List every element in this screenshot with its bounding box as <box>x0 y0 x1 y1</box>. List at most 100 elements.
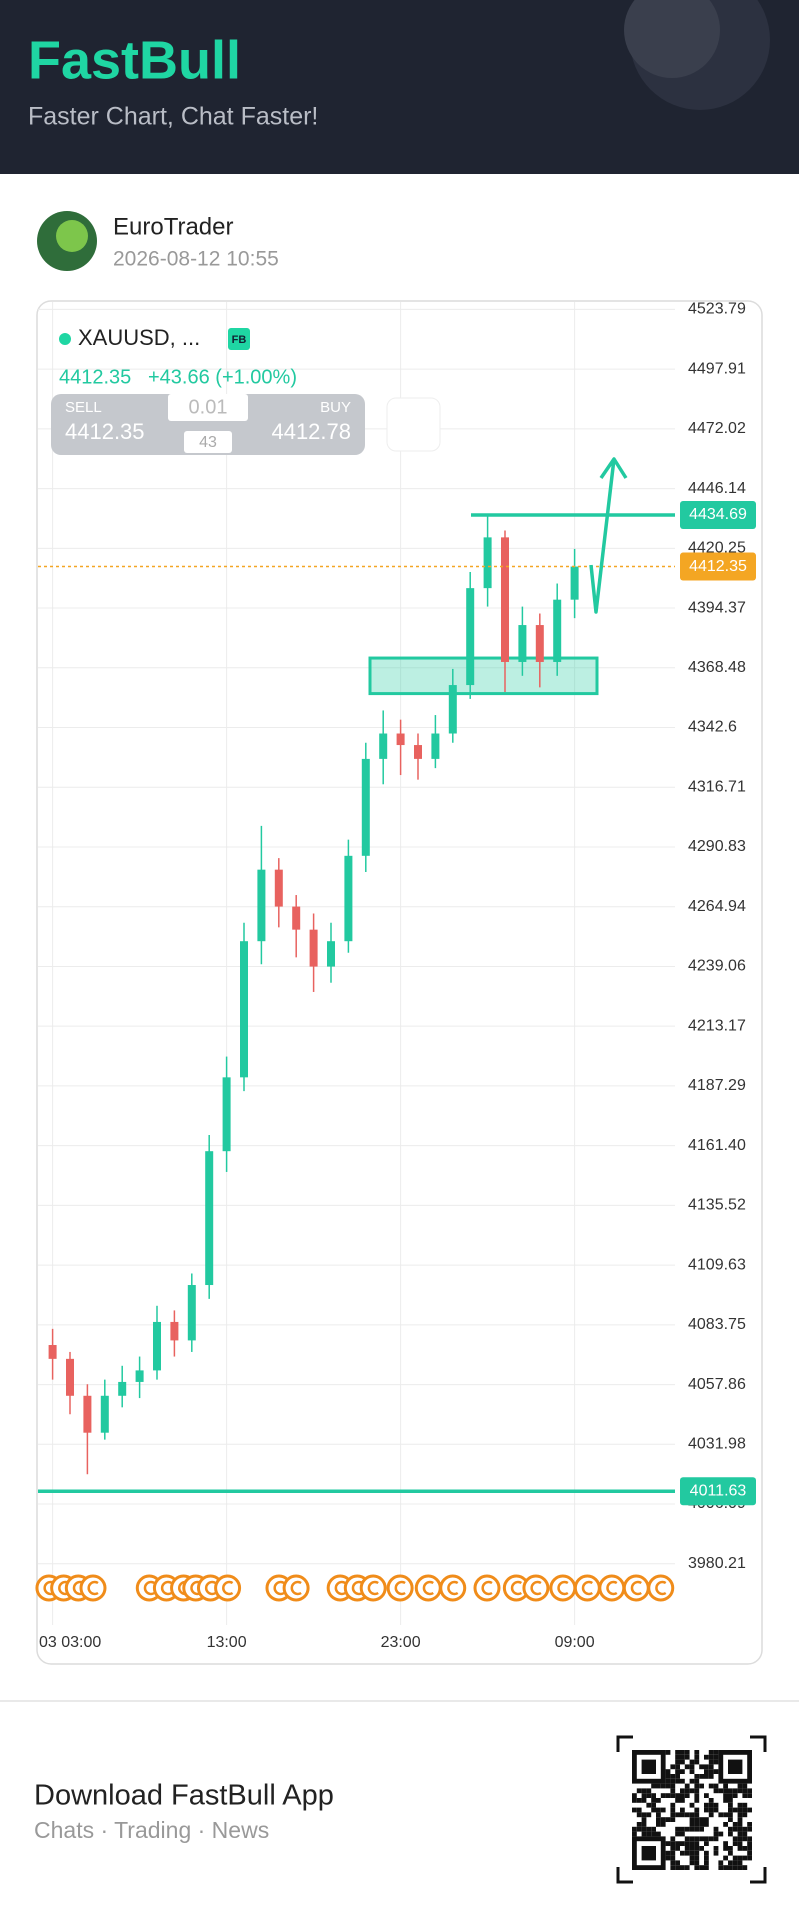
candle-body <box>379 733 388 759</box>
event-icon <box>386 1574 414 1602</box>
qr-cell <box>699 1783 704 1789</box>
qr-cell <box>728 1865 733 1870</box>
y-tick-label: 4368.48 <box>688 659 746 676</box>
event-icon <box>473 1574 501 1602</box>
qr-cell <box>737 1802 743 1808</box>
qr-cell <box>723 1855 728 1861</box>
app-title: FastBull <box>28 30 241 90</box>
qr-finder <box>632 1836 666 1871</box>
event-icon-mark <box>273 1580 285 1596</box>
qr-cell <box>704 1817 709 1822</box>
qr-cell <box>728 1788 733 1794</box>
qr-cell <box>694 1860 700 1866</box>
qr-cell <box>747 1793 752 1798</box>
qr-cell <box>747 1822 752 1827</box>
qr-cell <box>670 1855 676 1861</box>
qr-finder <box>728 1759 743 1774</box>
qr-cell <box>737 1807 743 1813</box>
qr-cell <box>675 1865 680 1870</box>
qr-cell <box>742 1793 748 1798</box>
qr-cell <box>670 1841 676 1846</box>
candle-body <box>153 1321 161 1371</box>
price-label-bg <box>680 1477 756 1506</box>
event-icon <box>439 1574 467 1602</box>
qr-cell <box>723 1798 728 1803</box>
x-tick-label: 03 03:00 <box>39 1634 101 1651</box>
qr-cell <box>665 1855 671 1861</box>
qr-cell <box>704 1855 709 1861</box>
qr-cell <box>742 1783 748 1789</box>
candle-body <box>118 1381 127 1396</box>
qr-cell <box>713 1754 719 1760</box>
qr-cell <box>684 1850 690 1856</box>
qr-cell <box>636 1807 642 1813</box>
candle-body <box>48 1345 57 1359</box>
qr-cell <box>641 1788 647 1794</box>
qr-cell <box>694 1759 700 1765</box>
y-tick-label: 4523.79 <box>688 301 746 318</box>
badge: FB <box>232 334 247 346</box>
y-tick-label: 4083.75 <box>688 1316 746 1333</box>
qr-cell <box>684 1812 690 1818</box>
qr-cell <box>704 1764 709 1770</box>
qr-cell <box>737 1826 743 1832</box>
y-tick-label: 4264.94 <box>688 898 746 915</box>
event-icon <box>214 1574 242 1602</box>
qr-cell <box>689 1841 695 1846</box>
qr-cell <box>641 1812 647 1818</box>
qr-cell <box>689 1836 695 1842</box>
qr-cell <box>689 1769 695 1774</box>
qr-cell <box>675 1750 680 1755</box>
qr-cell <box>689 1855 695 1861</box>
qr-cell <box>632 1798 637 1803</box>
event-icon <box>622 1574 650 1602</box>
qr-cell <box>660 1807 666 1813</box>
y-tick-label: 4213.17 <box>688 1017 746 1034</box>
qr-cell <box>675 1778 680 1784</box>
qr-cell <box>641 1826 647 1832</box>
lot-box[interactable] <box>168 394 248 421</box>
event-icon-mark <box>334 1580 346 1596</box>
trade-box[interactable] <box>51 394 365 455</box>
y-tick-label: 4109.63 <box>688 1256 746 1273</box>
qr-cell <box>742 1831 748 1837</box>
event-icon-mark <box>43 1580 55 1596</box>
qr-cell <box>665 1841 671 1846</box>
qr-cell <box>680 1759 685 1765</box>
qr-cell <box>656 1817 661 1822</box>
qr-cell <box>675 1754 680 1760</box>
qr-cell <box>670 1812 676 1818</box>
qr-cell <box>732 1793 738 1798</box>
qr-cell <box>718 1831 724 1837</box>
qr-cell <box>728 1850 733 1856</box>
qr-finder <box>632 1750 666 1784</box>
qr-cell <box>732 1807 738 1813</box>
qr-cell <box>694 1793 700 1798</box>
qr-cell <box>694 1817 700 1822</box>
event-icon-mark <box>510 1580 523 1596</box>
qr-cell <box>742 1846 748 1851</box>
qr-cell <box>737 1783 743 1789</box>
qr-cell <box>670 1774 676 1779</box>
event-icon <box>522 1574 550 1602</box>
qr-cell <box>708 1802 714 1808</box>
qr-cell <box>723 1793 728 1798</box>
qr-cell <box>723 1822 728 1827</box>
qr-cell <box>641 1798 647 1803</box>
x-tick-label: 13:00 <box>207 1634 247 1651</box>
qr-cell <box>680 1798 685 1803</box>
qr-cell <box>708 1754 714 1760</box>
qr-cell <box>708 1807 714 1813</box>
qr-cell <box>747 1836 752 1842</box>
price-label-bg <box>680 552 756 581</box>
qr-cell <box>694 1778 700 1784</box>
event-icon-mark <box>290 1580 302 1596</box>
tool-button[interactable] <box>386 397 441 452</box>
qr-cell <box>737 1855 743 1861</box>
symbol: XAUUSD, ... <box>78 325 200 350</box>
qr-cell <box>742 1802 748 1808</box>
candle-body <box>170 1321 179 1341</box>
qr-cell <box>694 1788 700 1794</box>
qr-cell <box>713 1807 719 1813</box>
qr-cell <box>694 1841 700 1846</box>
